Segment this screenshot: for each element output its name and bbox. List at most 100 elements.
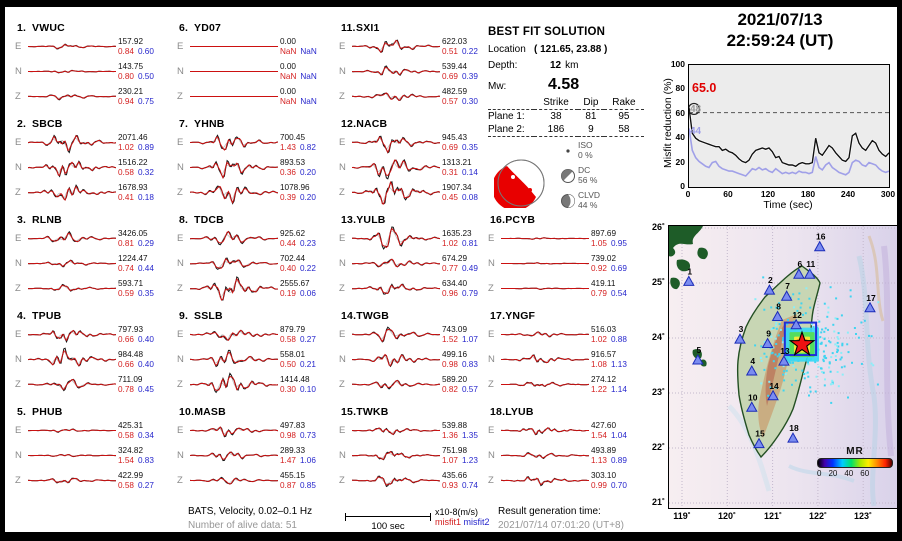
epicenter-star — [788, 330, 816, 357]
misfit2-value: 0.83 — [137, 455, 154, 465]
waveform — [352, 353, 440, 368]
station-number: 8. — [179, 214, 189, 226]
waveform — [501, 354, 589, 364]
waveform — [501, 381, 589, 388]
trace-row: Z 1907.34 0.45 0.08 — [339, 180, 492, 205]
trace-row: N 984.48 0.66 0.40 — [15, 347, 168, 372]
misfit-values: 1.22 1.14 — [591, 385, 643, 395]
map-station-number: 2 — [768, 275, 773, 285]
y-tick-label: 60 — [675, 108, 685, 118]
clvd-icon — [558, 193, 578, 209]
station-block: 6. YD07 E 0.00 NaN NaN N 0.00 NaN NaN Z 0.00 NaN NaN — [177, 18, 330, 114]
misfit-values: 0.39 0.20 — [280, 193, 332, 203]
component-label: Z — [177, 475, 183, 486]
waveform — [352, 326, 440, 343]
trace-values: 1635.23 1.02 0.81 — [440, 229, 494, 249]
peak-amplitude: 674.29 — [442, 253, 468, 263]
trace-values: 916.57 1.08 1.13 — [589, 350, 643, 370]
peak-amplitude: 558.01 — [280, 349, 306, 359]
map-station-number: 4 — [750, 356, 755, 366]
peak-amplitude: 0.00 — [280, 36, 296, 46]
misfit2-value: NaN — [300, 71, 317, 81]
misfit1-value: 0.50 — [280, 359, 296, 369]
peak-amplitude: 516.03 — [591, 324, 617, 334]
plane1-rake: 95 — [618, 111, 630, 122]
x-tick-label: 60 — [723, 189, 733, 199]
misfit2-value: 1.04 — [610, 430, 627, 440]
waveform — [190, 476, 278, 485]
waveform — [28, 94, 116, 101]
misfit2-value: 1.35 — [461, 430, 478, 440]
map-station-number: 1 — [687, 266, 692, 276]
station-header: 16.PCYB — [488, 210, 654, 226]
waveform — [190, 276, 278, 301]
trace-values: 743.09 1.52 1.07 — [440, 325, 494, 345]
dc-row: DC 56 % — [558, 163, 600, 188]
source-region-box — [783, 321, 818, 357]
map-lon-label: 119˚ — [673, 511, 691, 521]
waveform — [352, 258, 440, 268]
misfit2-value: 0.57 — [461, 384, 478, 394]
peak-amplitude: 230.21 — [118, 86, 144, 96]
component-label: N — [177, 162, 184, 173]
peak-amplitude: 700.45 — [280, 132, 306, 142]
trace-values: 1313.21 0.31 0.14 — [440, 158, 494, 178]
misfit-values: 0.59 0.35 — [118, 289, 170, 299]
trace-values: 3426.05 0.81 0.29 — [116, 229, 170, 249]
station-number: 7. — [179, 118, 189, 130]
waveform — [190, 257, 278, 270]
component-label: N — [15, 354, 22, 365]
misfit2-value: 0.83 — [461, 359, 478, 369]
trace-row: Z 422.99 0.58 0.27 — [15, 468, 168, 493]
misfit-values: 0.77 0.49 — [442, 264, 494, 274]
misfit1-value: 1.47 — [280, 455, 296, 465]
misfit-values: 0.96 0.79 — [442, 289, 494, 299]
station-number: 9. — [179, 310, 189, 322]
peak-amplitude: 622.03 — [442, 36, 468, 46]
misfit2-value: 0.60 — [137, 46, 154, 56]
misfit-values: 0.81 0.29 — [118, 239, 170, 249]
trace-row: Z 274.12 1.22 1.14 — [488, 372, 654, 397]
misfit1-value: 0.96 — [442, 288, 458, 298]
misfit1-value: 0.44 — [280, 238, 296, 248]
station-code: TDCB — [194, 214, 224, 226]
location-label: Location — [488, 44, 526, 55]
iso-icon — [558, 143, 578, 159]
station-number: 16. — [490, 214, 506, 226]
plane1-dip: 81 — [585, 111, 597, 122]
map-station-marker: 6 — [793, 259, 805, 279]
misfit1-value: 0.36 — [280, 167, 296, 177]
map-station-marker: 2 — [763, 275, 776, 295]
trace-row: Z 2555.67 0.19 0.06 — [177, 276, 330, 301]
map-lon-label: 123˚ — [853, 511, 872, 521]
waveform — [352, 450, 440, 461]
misfit-values: 0.98 0.83 — [442, 360, 494, 370]
trace-values: 427.60 1.54 1.04 — [589, 421, 643, 441]
map-station-number: 16 — [816, 232, 826, 242]
trace-values: 0.00 NaN NaN — [278, 37, 332, 57]
station-number: 6. — [179, 22, 189, 34]
colorbar-tick: 0 — [817, 469, 822, 478]
map-station-number: 10 — [748, 392, 758, 402]
trace-values: 984.48 0.66 0.40 — [116, 350, 170, 370]
misfit1-value: 0.45 — [442, 192, 458, 202]
trace-row: E 925.62 0.44 0.23 — [177, 226, 330, 251]
map-lon-label: 122˚ — [808, 511, 827, 521]
component-label: Z — [339, 91, 345, 102]
waveform — [28, 230, 116, 243]
component-label: Z — [15, 283, 21, 294]
colorbar-title: MR — [846, 446, 864, 457]
misfit-values: 0.69 0.35 — [442, 143, 494, 153]
station-number: 14. — [341, 310, 357, 322]
station-number: 2. — [17, 118, 27, 130]
component-label: E — [177, 137, 184, 148]
misfit-plot — [687, 64, 890, 188]
waveform — [190, 134, 278, 151]
station-header: 13.YULB — [339, 210, 492, 226]
component-label: N — [339, 450, 346, 461]
misfit1-value: 0.84 — [118, 46, 134, 56]
waveform — [501, 452, 589, 460]
map-lat-label: 23˚ — [651, 387, 665, 397]
trace-values: 493.89 1.13 0.89 — [589, 446, 643, 466]
waveform — [190, 159, 278, 179]
